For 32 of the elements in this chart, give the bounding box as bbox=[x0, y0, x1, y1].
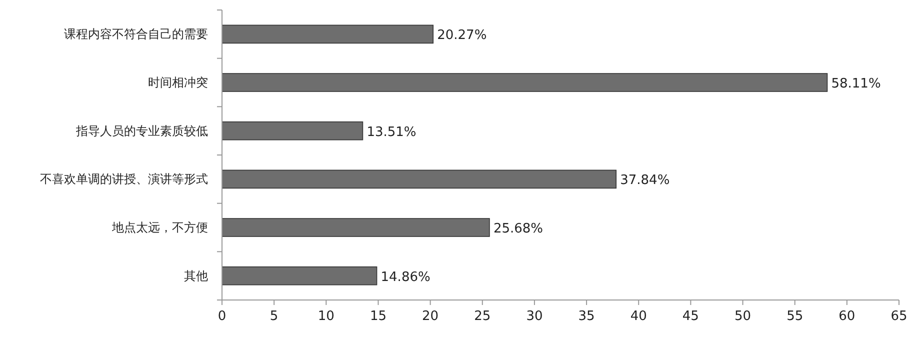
x-tick-label: 50 bbox=[734, 309, 752, 324]
y-tick-label: 地点太远，不方便 bbox=[111, 220, 208, 234]
x-tick-label: 30 bbox=[526, 309, 543, 324]
bar bbox=[222, 121, 364, 140]
data-label: 20.27% bbox=[437, 28, 487, 44]
x-tick-label: 35 bbox=[578, 309, 595, 324]
y-tick-label: 指导人员的专业素质较低 bbox=[75, 124, 208, 138]
x-tick-label: 20 bbox=[422, 309, 439, 324]
y-tick-label: 时间相冲突 bbox=[148, 76, 208, 90]
x-tick-label: 10 bbox=[318, 309, 334, 324]
bar bbox=[222, 218, 490, 237]
data-label: 37.84% bbox=[620, 173, 670, 188]
x-tick-label: 15 bbox=[370, 309, 387, 324]
x-tick-label: 65 bbox=[890, 309, 908, 324]
y-tick-label: 不喜欢单调的讲授、演讲等形式 bbox=[40, 172, 208, 186]
bar bbox=[222, 24, 434, 44]
data-label: 14.86% bbox=[380, 270, 430, 285]
x-tick-label: 55 bbox=[786, 309, 804, 324]
data-label: 25.68% bbox=[493, 222, 544, 236]
x-tick-label: 25 bbox=[474, 309, 491, 324]
y-tick-label: 其他 bbox=[184, 268, 208, 283]
bar bbox=[222, 170, 617, 189]
x-tick-label: 40 bbox=[630, 309, 647, 324]
data-label: 58.11% bbox=[831, 76, 881, 92]
bar bbox=[222, 73, 828, 92]
data-label: 13.51% bbox=[366, 124, 416, 140]
y-tick-label: 课程内容不符合自己的需要 bbox=[64, 27, 208, 42]
bar bbox=[222, 266, 378, 286]
x-tick-label: 45 bbox=[682, 309, 699, 324]
x-tick-label: 0 bbox=[218, 309, 226, 324]
x-tick-label: 5 bbox=[270, 309, 278, 324]
x-tick-label: 60 bbox=[838, 309, 856, 324]
